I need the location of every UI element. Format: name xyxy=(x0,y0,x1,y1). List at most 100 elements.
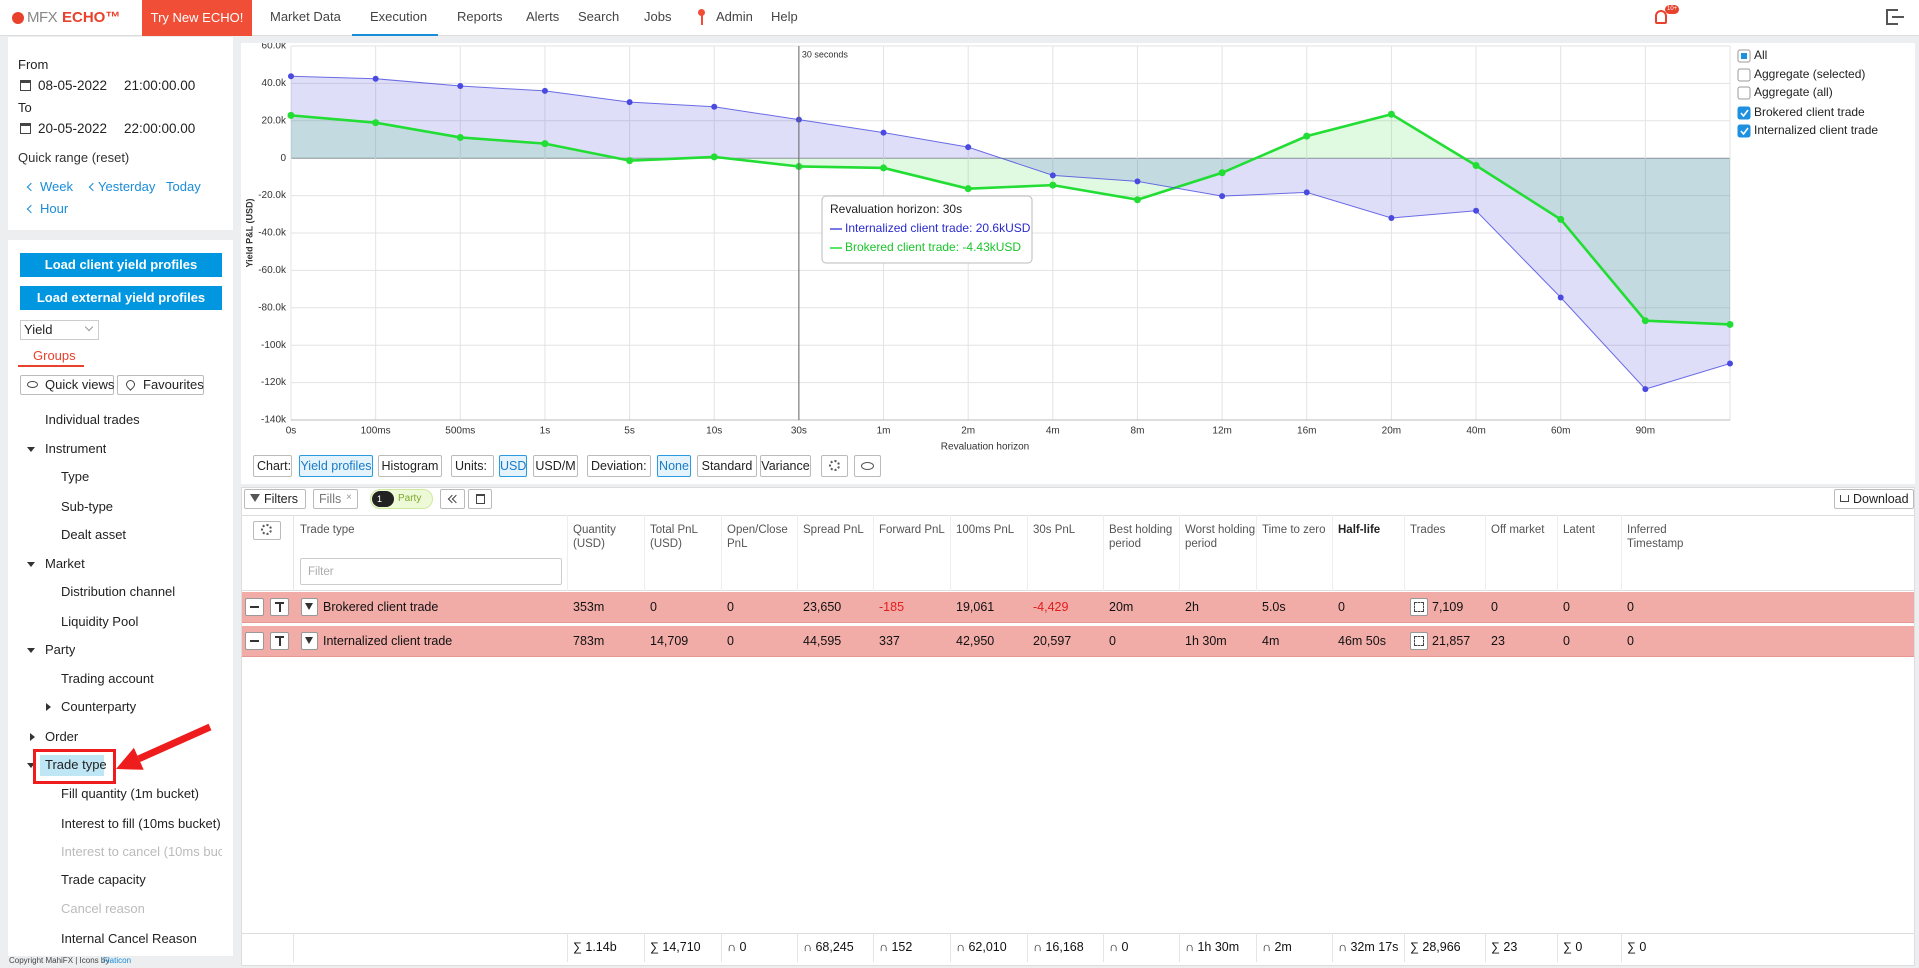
quick-range-link[interactable]: Yesterday xyxy=(98,179,156,194)
settings-button[interactable] xyxy=(821,455,848,477)
filter-input[interactable] xyxy=(300,558,562,585)
nav-item[interactable]: Market Data xyxy=(270,9,341,24)
legend-label[interactable]: Aggregate (all) xyxy=(1754,85,1833,99)
groups-tab[interactable]: Groups xyxy=(33,348,76,363)
yield-select[interactable] xyxy=(20,320,99,340)
caret-down[interactable] xyxy=(27,648,35,653)
load-client-button[interactable]: Load client yield profiles xyxy=(20,253,222,277)
group-tree-item[interactable]: Fill quantity (1m bucket) xyxy=(61,786,199,801)
column-settings-button[interactable] xyxy=(253,521,281,540)
group-tree-item[interactable]: Counterparty xyxy=(61,699,137,714)
copyright-link[interactable]: Flaticon xyxy=(103,956,132,965)
toolbar-button[interactable]: Histogram xyxy=(378,455,442,477)
column-header[interactable]: Latent xyxy=(1563,524,1595,536)
toolbar-button[interactable]: None xyxy=(657,455,691,477)
group-tree-item[interactable]: Interest to fill (10ms bucket) xyxy=(61,816,221,831)
column-header[interactable]: Open/Close PnL xyxy=(727,524,788,550)
nav-item[interactable]: Alerts xyxy=(526,9,560,24)
group-tree-item[interactable]: Sub-type xyxy=(61,499,114,514)
group-tree-item[interactable]: Interest to cancel (10ms bucke xyxy=(61,844,222,859)
legend-label[interactable]: Aggregate (selected) xyxy=(1754,67,1865,81)
caret-right[interactable] xyxy=(30,733,35,741)
nav-item[interactable]: Help xyxy=(771,9,798,24)
favourites-button[interactable] xyxy=(117,375,204,395)
column-header[interactable]: Best holding period xyxy=(1109,524,1173,550)
notification-bell[interactable] xyxy=(1655,10,1667,24)
group-tree-item[interactable]: Instrument xyxy=(45,441,107,456)
table-row[interactable] xyxy=(242,592,1914,623)
group-tree-item[interactable]: Liquidity Pool xyxy=(61,614,139,629)
legend-label[interactable]: All xyxy=(1754,48,1767,62)
group-tree-item[interactable]: Market xyxy=(45,556,85,571)
column-header[interactable]: Off market xyxy=(1491,524,1545,536)
column-header[interactable]: Worst holding period xyxy=(1185,524,1256,550)
column-header[interactable]: Forward PnL xyxy=(879,524,945,536)
trash-icon xyxy=(476,494,485,504)
group-tree-item[interactable]: Order xyxy=(45,729,79,744)
nav-item[interactable]: Admin xyxy=(716,9,753,24)
legend-checkbox[interactable] xyxy=(1737,68,1751,82)
column-header[interactable]: Spread PnL xyxy=(803,524,864,536)
fills-chip[interactable] xyxy=(313,489,358,509)
column-header[interactable]: Inferred Timestamp xyxy=(1627,524,1684,550)
group-tree-item[interactable]: Internal Cancel Reason xyxy=(61,931,197,946)
column-header[interactable]: Half-life xyxy=(1338,524,1381,536)
nav-item[interactable]: Jobs xyxy=(644,9,672,24)
quick-range-link[interactable]: Hour xyxy=(40,201,69,216)
group-tree-item[interactable]: Individual trades xyxy=(45,412,140,427)
group-tree-item[interactable]: Trade capacity xyxy=(61,872,146,887)
toolbar-button[interactable]: USD xyxy=(499,455,527,477)
load-external-button[interactable]: Load external yield profiles xyxy=(20,286,222,310)
series-line xyxy=(290,112,1731,326)
table-cell: 0 xyxy=(1563,600,1570,614)
group-tree-item[interactable]: Type xyxy=(61,469,90,484)
logout-icon[interactable] xyxy=(1886,9,1898,25)
quick-views-button[interactable] xyxy=(20,375,114,395)
caret-down[interactable] xyxy=(27,763,35,768)
collapse-button[interactable] xyxy=(440,489,465,509)
caret-down[interactable] xyxy=(27,562,35,567)
table-row[interactable] xyxy=(242,626,1914,657)
download-button[interactable] xyxy=(1834,489,1914,509)
group-tree-item[interactable]: Party xyxy=(45,642,76,657)
expand-icon xyxy=(1414,602,1424,612)
group-tree-item[interactable]: Cancel reason xyxy=(61,901,145,916)
column-header[interactable]: 100ms PnL xyxy=(956,524,1015,536)
column-header[interactable]: 30s PnL xyxy=(1033,524,1076,536)
data-point xyxy=(287,111,295,119)
tooltip-line: Internalized client trade: 20.6kUSD xyxy=(845,221,1031,235)
logo-right: ECHO™ xyxy=(62,9,121,26)
nav-item[interactable]: Reports xyxy=(457,9,503,24)
column-separator xyxy=(644,515,645,591)
legend-checkbox[interactable] xyxy=(1737,106,1751,120)
nav-item[interactable]: Execution xyxy=(370,9,428,24)
quick-range-link[interactable]: Today xyxy=(166,179,201,194)
group-tree-item[interactable]: Trading account xyxy=(61,671,154,686)
column-header[interactable]: Trades xyxy=(1410,524,1446,536)
table-cell: -4,429 xyxy=(1033,600,1069,614)
quick-range-link[interactable]: Week xyxy=(40,179,73,194)
group-tree-item[interactable]: Dealt asset xyxy=(61,527,127,542)
group-tree-item[interactable]: Trade type xyxy=(45,757,107,772)
column-header[interactable]: Trade type xyxy=(300,524,355,536)
legend-label[interactable]: Internalized client trade xyxy=(1754,123,1878,137)
column-header[interactable]: Time to zero xyxy=(1262,524,1326,536)
toolbar-button[interactable]: Standard xyxy=(697,455,757,477)
legend-label[interactable]: Brokered client trade xyxy=(1754,105,1865,119)
filters-button[interactable] xyxy=(244,489,306,509)
legend-checkbox[interactable] xyxy=(1737,124,1751,138)
legend-checkbox[interactable] xyxy=(1737,86,1751,100)
data-point xyxy=(1219,193,1226,200)
toolbar-button[interactable]: Variance xyxy=(760,455,811,477)
caret-down[interactable] xyxy=(27,447,35,452)
nav-item[interactable]: Search xyxy=(578,9,620,24)
toolbar-button[interactable]: Yield profiles xyxy=(299,455,373,477)
toolbar-button[interactable]: USD/M xyxy=(533,455,578,477)
column-header[interactable]: Total PnL (USD) xyxy=(650,524,698,550)
try-button[interactable]: Try New ECHO! xyxy=(142,0,252,36)
visibility-button[interactable] xyxy=(854,455,881,477)
group-tree-item[interactable]: Distribution channel xyxy=(61,584,176,599)
delete-button[interactable] xyxy=(468,489,492,509)
column-header[interactable]: Quantity (USD) xyxy=(573,524,616,550)
caret-right[interactable] xyxy=(46,703,51,711)
